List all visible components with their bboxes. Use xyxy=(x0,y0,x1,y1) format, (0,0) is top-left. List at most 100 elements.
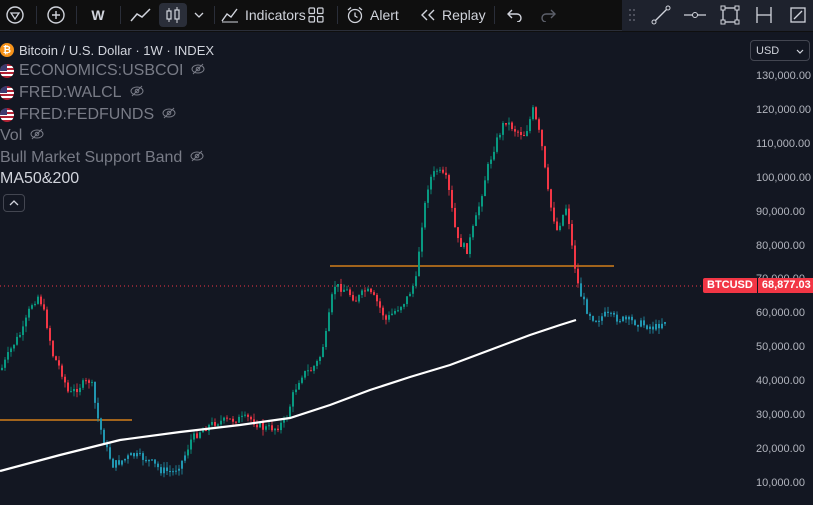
study-row-vol[interactable]: Vol xyxy=(0,127,44,145)
candle-body xyxy=(274,428,276,431)
candle-body xyxy=(214,421,216,426)
currency-select[interactable]: USD xyxy=(750,40,810,61)
candle-body xyxy=(160,467,162,474)
ma200-line xyxy=(0,318,577,473)
candle-body xyxy=(289,406,291,419)
rewind-icon xyxy=(420,9,436,21)
candle-body xyxy=(277,428,279,431)
redo-icon[interactable] xyxy=(536,3,560,27)
candle-body xyxy=(67,382,69,392)
candle-body xyxy=(124,458,126,461)
line-chart-icon[interactable] xyxy=(128,3,154,27)
candle-body xyxy=(367,288,369,292)
candle-body xyxy=(28,308,30,318)
study-row-bmsb[interactable]: Bull Market Support Band xyxy=(0,149,204,167)
candle-body xyxy=(187,449,189,456)
candle-body xyxy=(595,320,597,322)
trend-line-icon[interactable] xyxy=(648,3,674,27)
candle-body xyxy=(430,176,432,190)
candle-body xyxy=(439,169,441,171)
eye-hidden-icon[interactable] xyxy=(162,106,176,124)
candle-body xyxy=(10,348,12,353)
candle-body xyxy=(16,336,18,345)
eye-hidden-icon[interactable] xyxy=(30,127,44,145)
study-row-ma[interactable]: MA50&200 xyxy=(0,170,79,188)
eye-hidden-icon[interactable] xyxy=(191,62,205,80)
collapse-legend-button[interactable] xyxy=(3,194,25,212)
us-flag-icon xyxy=(0,108,14,122)
drag-handle-icon[interactable] xyxy=(626,3,638,27)
chevron-down-icon[interactable] xyxy=(190,3,208,27)
candle-body xyxy=(529,119,531,132)
last-price-symbol: BTCUSD xyxy=(703,278,757,293)
price-tick-label: 120,000.00 xyxy=(756,103,812,116)
symbol-legend[interactable]: ₿ Bitcoin / U.S. Dollar · 1W · INDEX xyxy=(0,41,214,59)
undo-icon[interactable] xyxy=(503,3,527,27)
candle-body xyxy=(136,453,138,457)
candle-body xyxy=(292,392,294,407)
alert-button[interactable]: Alert xyxy=(346,3,406,27)
candle-body xyxy=(340,284,342,292)
candle-body xyxy=(139,453,141,455)
candle-body xyxy=(556,221,558,231)
candle-body xyxy=(415,276,417,286)
candle-body xyxy=(307,370,309,372)
brush-icon[interactable] xyxy=(785,3,811,27)
candle-body xyxy=(322,347,324,357)
candle-body xyxy=(304,370,306,378)
candle-body xyxy=(115,460,117,468)
chart-pane[interactable] xyxy=(0,32,813,505)
candle-body xyxy=(205,429,207,432)
candle-body xyxy=(169,470,171,472)
price-range-icon[interactable] xyxy=(751,3,777,27)
candle-body xyxy=(346,289,348,291)
study-label: FRED:WALCL xyxy=(19,84,122,101)
candle-body xyxy=(184,455,186,461)
candle-body xyxy=(436,170,438,172)
last-price-value: 68,877.03 xyxy=(756,278,813,293)
candle-body xyxy=(649,326,651,329)
candle-body xyxy=(550,189,552,208)
interval-button[interactable]: W xyxy=(91,7,105,23)
rectangle-icon[interactable] xyxy=(717,3,743,27)
candle-body xyxy=(31,305,33,309)
candle-body xyxy=(256,424,258,428)
candle-body xyxy=(517,131,519,133)
horizontal-line-icon[interactable] xyxy=(682,3,708,27)
candle-body xyxy=(106,444,108,448)
indicators-button[interactable]: Indicators xyxy=(221,3,317,27)
candle-body xyxy=(1,367,3,370)
candle-body xyxy=(616,314,618,322)
candle-body xyxy=(19,334,21,337)
candles-chart-icon[interactable] xyxy=(159,3,187,27)
candle-body xyxy=(142,453,144,460)
study-row-walcl[interactable]: FRED:WALCL xyxy=(0,84,144,102)
candle-body xyxy=(385,315,387,320)
add-symbol-icon[interactable] xyxy=(44,3,68,27)
study-row-fedfunds[interactable]: FRED:FEDFUNDS xyxy=(0,106,176,124)
candle-body xyxy=(79,387,81,393)
candle-body xyxy=(73,388,75,392)
candle-body xyxy=(166,467,168,471)
candle-body xyxy=(598,320,600,322)
candle-body xyxy=(121,460,123,465)
candle-body xyxy=(547,167,549,190)
candle-body xyxy=(220,420,222,425)
eye-hidden-icon[interactable] xyxy=(130,84,144,102)
price-tick-label: 40,000.00 xyxy=(756,375,805,388)
candle-body xyxy=(247,414,249,417)
price-tick-label: 30,000.00 xyxy=(756,409,805,421)
price-tick-label: 10,000.00 xyxy=(756,476,805,489)
replay-button[interactable]: Replay xyxy=(420,3,486,27)
candle-body xyxy=(583,296,585,300)
candle-body xyxy=(562,214,564,226)
study-label: MA50&200 xyxy=(0,170,80,187)
logo-icon[interactable] xyxy=(4,3,26,27)
templates-grid-icon[interactable] xyxy=(304,3,328,27)
study-row-usbcoi[interactable]: ECONOMICS:USBCOI xyxy=(0,62,205,80)
us-flag-icon xyxy=(0,86,14,100)
candle-body xyxy=(76,388,78,393)
eye-hidden-icon[interactable] xyxy=(190,149,204,167)
currency-label: USD xyxy=(756,44,780,57)
